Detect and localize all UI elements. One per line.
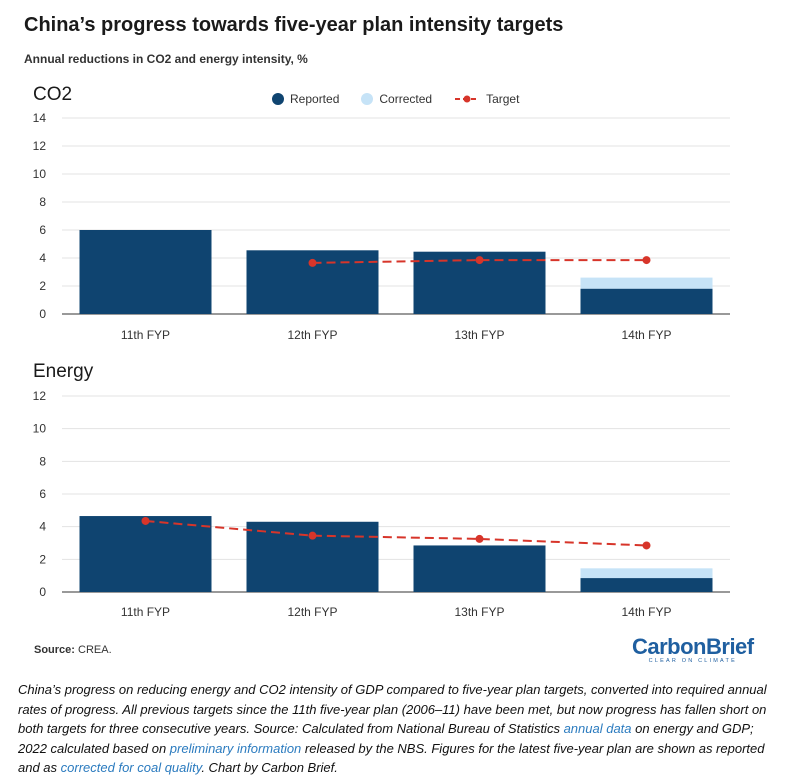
caption-link-annual-data[interactable]: annual data xyxy=(563,721,632,736)
energy-bar-reported xyxy=(580,578,713,592)
energy-target-point xyxy=(642,541,651,550)
chart-title: China’s progress towards five-year plan … xyxy=(24,14,564,36)
legend: Reported Corrected Target xyxy=(272,92,541,106)
co2-y-tick-label: 12 xyxy=(33,139,47,153)
co2-y-tick-label: 14 xyxy=(33,111,47,125)
energy-target-point xyxy=(475,534,484,543)
co2-target-point xyxy=(642,256,651,265)
energy-target-point xyxy=(308,531,317,540)
source-note: Source: CREA. xyxy=(34,644,112,656)
legend-reported[interactable]: Reported xyxy=(272,92,339,106)
caption-link-corrected-coal-quality[interactable]: corrected for coal quality xyxy=(60,760,202,775)
co2-bar-reported xyxy=(580,288,713,314)
co2-target-point xyxy=(475,256,484,265)
caption-text-2: on energy and GDP; 2022 calculated based… xyxy=(18,721,754,756)
co2-chart: 0 2 4 6 8 10 12 14 11th FYP 12th FYP 13th FYP 14th … xyxy=(33,111,730,342)
legend-corrected-swatch xyxy=(361,93,374,105)
energy-y-tick-label: 12 xyxy=(33,389,47,403)
co2-y-tick-label: 2 xyxy=(39,279,46,293)
caption-text-4: . Chart by Carbon Brief. xyxy=(201,760,338,775)
energy-y-tick-label: 0 xyxy=(39,585,46,599)
co2-category-label: 11th FYP xyxy=(121,328,170,342)
figure-caption: China’s progress on reducing energy and … xyxy=(18,680,784,778)
energy-y-tick-label: 6 xyxy=(39,487,46,501)
co2-y-tick-label: 10 xyxy=(33,167,47,181)
co2-category-label: 14th FYP xyxy=(621,328,671,342)
energy-target-point xyxy=(141,516,150,525)
energy-y-tick-label: 8 xyxy=(39,454,46,468)
co2-target-point xyxy=(308,258,317,267)
energy-bar-reported xyxy=(413,545,546,592)
caption-text-3: released by the NBS. Figures for the lat… xyxy=(18,740,765,776)
logo-brand: CarbonBrief xyxy=(632,634,754,659)
energy-category-label: 14th FYP xyxy=(621,605,671,619)
source-label: Source: xyxy=(34,644,75,656)
energy-category-label: 12th FYP xyxy=(287,605,337,619)
caption-text-1: China’s progress on reducing energy and … xyxy=(18,682,767,736)
energy-target-line xyxy=(145,519,647,547)
co2-y-tick-label: 0 xyxy=(39,307,46,321)
energy-y-tick-label: 10 xyxy=(33,422,47,436)
logo-tagline: CLEAR ON CLIMATE xyxy=(648,658,737,664)
energy-category-label: 11th FYP xyxy=(121,605,170,619)
legend-target[interactable]: Target xyxy=(454,92,519,106)
co2-category-label: 13th FYP xyxy=(454,328,504,342)
co2-y-tick-label: 8 xyxy=(39,195,46,209)
co2-panel-title: CO2 xyxy=(33,84,73,105)
co2-y-tick-label: 6 xyxy=(39,223,46,237)
energy-panel-title: Energy xyxy=(33,361,94,382)
carbonbrief-logo: CarbonBrief CLEAR ON CLIMATE xyxy=(632,634,754,664)
energy-bar-reported xyxy=(79,516,212,592)
co2-bar-reported xyxy=(79,230,212,314)
energy-category-label: 13th FYP xyxy=(454,605,504,619)
legend-corrected[interactable]: Corrected xyxy=(361,92,432,106)
chart-subtitle: Annual reductions in CO2 and energy inte… xyxy=(24,52,308,66)
legend-corrected-label: Corrected xyxy=(379,92,433,106)
legend-target-swatch xyxy=(455,95,480,103)
legend-reported-label: Reported xyxy=(290,92,340,106)
energy-y-tick-label: 2 xyxy=(39,552,46,566)
co2-y-tick-label: 4 xyxy=(39,251,46,265)
source-text: CREA. xyxy=(78,644,112,656)
legend-reported-swatch xyxy=(272,93,284,105)
legend-target-label: Target xyxy=(486,92,520,106)
energy-y-tick-label: 4 xyxy=(39,520,46,534)
co2-category-label: 12th FYP xyxy=(287,328,337,342)
energy-chart: 0 2 4 6 8 10 12 11th FYP 12th FYP 13th FYP 14th FY… xyxy=(33,389,730,619)
caption-link-preliminary-information[interactable]: preliminary information xyxy=(169,740,302,756)
